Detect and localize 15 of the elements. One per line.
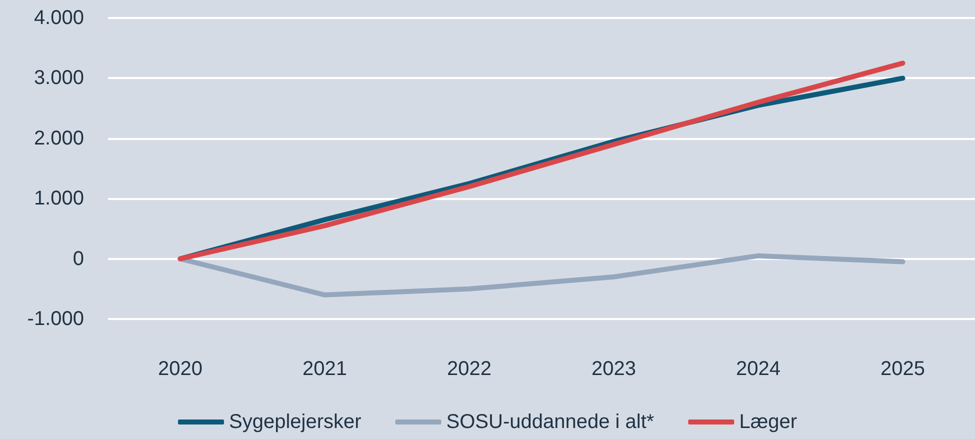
x-tick-label: 2020 — [158, 358, 202, 380]
x-tick-label: 2025 — [880, 358, 925, 380]
x-tick-label: 2022 — [447, 358, 492, 380]
y-tick-label: 2.000 — [34, 127, 84, 150]
legend-label: Sygeplejersker — [228, 411, 362, 433]
y-tick-label: 1.000 — [34, 188, 84, 210]
x-tick-label: 2021 — [302, 358, 347, 380]
x-tick-label: 2023 — [592, 358, 636, 380]
legend-label: SOSU-uddannede i alt* — [446, 411, 654, 433]
y-tick-label: -1.000 — [27, 308, 84, 330]
y-tick-label: 4.000 — [34, 7, 84, 29]
x-tick-label: 2024 — [736, 358, 780, 380]
y-tick-label: 3.000 — [34, 67, 84, 90]
y-tick-label: 0 — [72, 248, 84, 270]
legend-label: Læger — [739, 411, 798, 433]
